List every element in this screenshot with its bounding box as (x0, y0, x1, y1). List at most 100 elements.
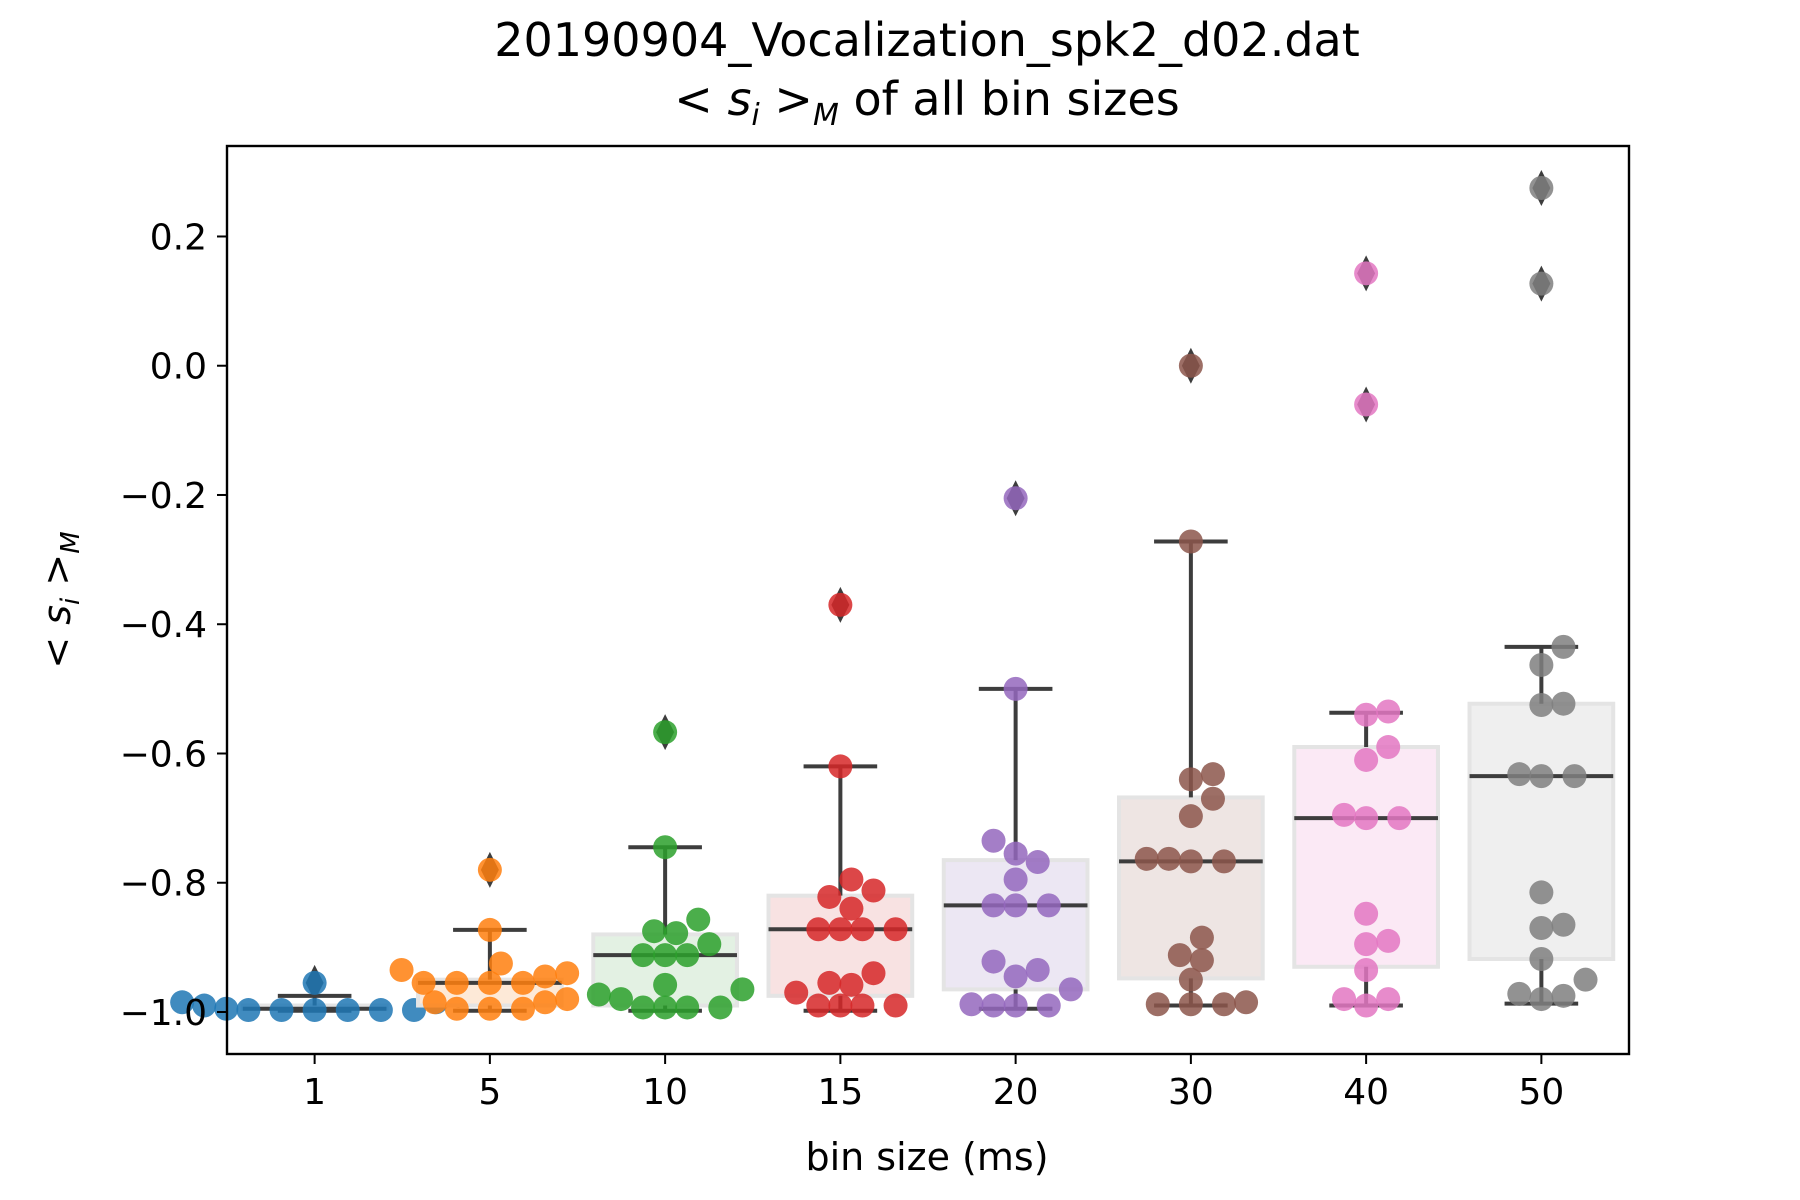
data-point (1529, 652, 1554, 677)
ylabel-math-si: < s (35, 605, 79, 669)
data-point (1551, 912, 1576, 937)
data-point (236, 998, 261, 1023)
data-point (477, 996, 502, 1021)
data-point (1025, 957, 1050, 982)
ylabel-math-end: > (35, 554, 79, 598)
data-point (389, 957, 414, 982)
data-point (631, 943, 656, 968)
data-point (302, 970, 327, 995)
data-point (335, 998, 360, 1023)
data-point (586, 982, 611, 1007)
data-point (1529, 693, 1554, 718)
axes: 0.20.0−0.2−0.4−0.6−0.8−1.01 5 10 15 20 30 40 50 (120, 217, 1565, 1113)
data-point (1003, 993, 1028, 1018)
data-point (1211, 849, 1236, 874)
data-point (510, 996, 535, 1021)
data-point (1178, 967, 1203, 992)
data-point (1058, 977, 1083, 1002)
data-point (1354, 993, 1379, 1018)
data-point (828, 917, 853, 942)
data-point (1003, 867, 1028, 892)
ylabel-sub-i: i (56, 597, 86, 605)
data-point (1036, 893, 1061, 918)
data-point (675, 943, 700, 968)
data-point (1354, 392, 1379, 417)
x-tick-label: 20 (993, 1072, 1039, 1113)
y-axis-label: < si >M (35, 531, 86, 668)
y-tick-label: −0.6 (120, 734, 207, 775)
data-point (1529, 915, 1554, 940)
data-point (1573, 967, 1598, 992)
plot-area (170, 170, 1616, 1023)
data-point (839, 896, 864, 921)
data-point (664, 921, 689, 946)
data-point (730, 977, 755, 1002)
data-point (817, 970, 842, 995)
title-math-si: < s (674, 72, 751, 126)
data-point (981, 949, 1006, 974)
data-point (850, 917, 875, 942)
data-point (981, 828, 1006, 853)
data-point (981, 893, 1006, 918)
data-point (1156, 846, 1181, 871)
data-point (1376, 699, 1401, 724)
data-point (675, 995, 700, 1020)
x-tick-label: 10 (642, 1072, 688, 1113)
y-tick-label: 0.2 (150, 217, 207, 258)
data-point (981, 993, 1006, 1018)
data-point (839, 867, 864, 892)
data-point (1036, 993, 1061, 1018)
data-point (477, 857, 502, 882)
data-point (653, 995, 678, 1020)
y-tick-label: −1.0 (120, 993, 207, 1034)
data-point (1507, 981, 1532, 1006)
data-point (1134, 846, 1159, 871)
data-point (1551, 983, 1576, 1008)
data-point (444, 996, 469, 1021)
data-point (653, 972, 678, 997)
data-point (828, 592, 853, 617)
data-point (653, 720, 678, 745)
data-point (477, 917, 502, 942)
data-point (269, 998, 294, 1023)
data-point (1003, 893, 1028, 918)
data-point (1200, 762, 1225, 787)
group-15 (766, 586, 915, 1018)
data-point (1178, 353, 1203, 378)
plot-frame (225, 144, 1631, 1056)
x-tick-label: 50 (1518, 1072, 1564, 1113)
data-point (444, 970, 469, 995)
data-point (411, 970, 436, 995)
data-point (510, 970, 535, 995)
data-point (806, 917, 831, 942)
data-point (1529, 880, 1554, 905)
x-axis-label: bin size (ms) (805, 1135, 1048, 1179)
data-point (1145, 992, 1170, 1017)
data-point (1025, 850, 1050, 875)
data-point (422, 990, 447, 1015)
data-point (686, 907, 711, 932)
x-tick-label: 40 (1343, 1072, 1389, 1113)
data-point (1354, 747, 1379, 772)
data-point (1003, 841, 1028, 866)
data-point (883, 993, 908, 1018)
data-point (1529, 987, 1554, 1012)
x-tick-label: 30 (1168, 1072, 1214, 1113)
data-point (170, 990, 195, 1015)
data-point (1200, 786, 1225, 811)
data-point (1354, 806, 1379, 831)
data-point (1178, 529, 1203, 554)
data-point (861, 878, 886, 903)
group-10 (586, 714, 755, 1020)
data-point (1354, 901, 1379, 926)
data-point (1332, 987, 1357, 1012)
data-point (817, 884, 842, 909)
data-point (368, 998, 393, 1023)
chart-title-line1: 20190904_Vocalization_spk2_d02.dat (494, 13, 1360, 67)
data-point (883, 917, 908, 942)
data-point (555, 961, 580, 986)
data-point (631, 995, 656, 1020)
data-point (1529, 271, 1554, 296)
box-40 (1292, 745, 1440, 969)
data-point (850, 993, 875, 1018)
